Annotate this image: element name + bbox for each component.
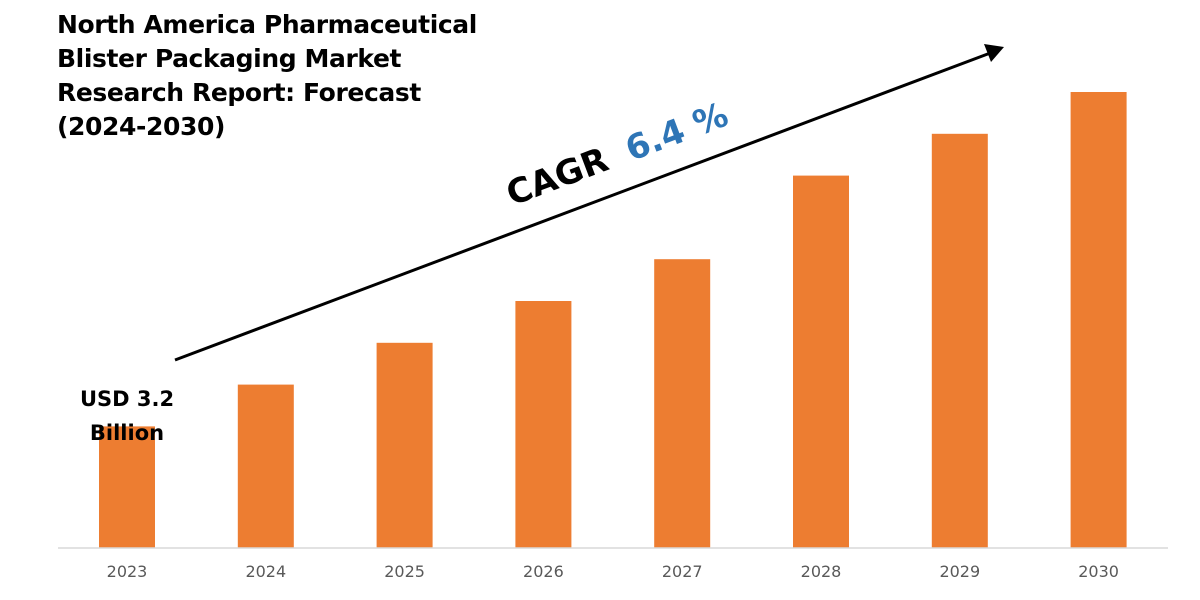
- x-tick-label-2029: 2029: [939, 562, 980, 581]
- bar-series: [99, 92, 1127, 549]
- x-tick-label-2026: 2026: [523, 562, 564, 581]
- x-tick-label-2030: 2030: [1078, 562, 1119, 581]
- bar-2030: [1070, 92, 1127, 548]
- bar-2023: [99, 426, 155, 548]
- trend-arrow-head: [984, 44, 1004, 62]
- trend-arrow-line: [174, 50, 994, 362]
- x-tick-label-2025: 2025: [384, 562, 425, 581]
- x-tick-label-2028: 2028: [801, 562, 842, 581]
- cagr-annotation: CAGR 6.4 %: [501, 95, 733, 215]
- bar-2026: [515, 301, 572, 548]
- trend-arrow: [174, 44, 1004, 362]
- bar-2029: [931, 133, 988, 549]
- cagr-value: 6.4 %: [620, 95, 733, 170]
- bar-2027: [654, 259, 711, 548]
- x-tick-label-2027: 2027: [662, 562, 703, 581]
- x-tick-label-2024: 2024: [245, 562, 286, 581]
- bar-2025: [376, 342, 433, 548]
- bar-2024: [237, 384, 294, 548]
- bar-2028: [793, 175, 849, 548]
- cagr-label: CAGR: [501, 140, 614, 215]
- x-tick-label-2023: 2023: [107, 562, 148, 581]
- x-axis-tick-labels: 2023 2024 2025 2026 2027 2028 2029 2030: [107, 562, 1119, 581]
- start-value-unit: Billion: [89, 421, 165, 445]
- start-value-amount: USD 3.2: [79, 387, 175, 411]
- start-value-annotation: USD 3.2 Billion: [62, 382, 192, 450]
- chart-title: North America Pharmaceutical Blister Pac…: [57, 10, 477, 141]
